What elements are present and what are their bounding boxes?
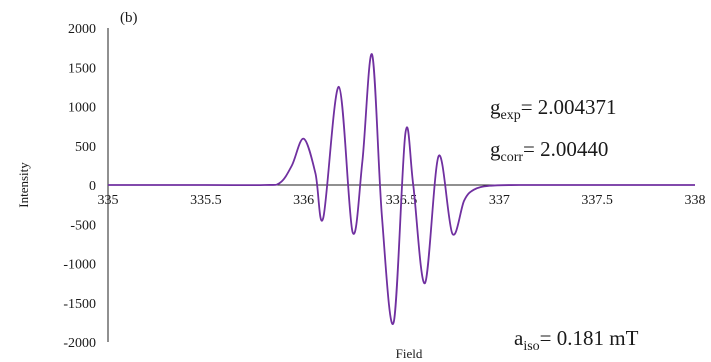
x-tick-label: 336 bbox=[293, 193, 314, 208]
y-tick-label: -500 bbox=[70, 218, 96, 233]
x-axis-ticks: 335 335.5 336 336.5 337 337.5 338 bbox=[98, 193, 706, 208]
a-iso-symbol: a bbox=[514, 326, 524, 350]
x-tick-label: 335.5 bbox=[190, 193, 222, 208]
g-corr-annotation: gcorr= 2.00440 bbox=[490, 137, 608, 165]
g-corr-subscript: corr bbox=[501, 150, 524, 165]
a-iso-annotation: aiso= 0.181 mT bbox=[514, 326, 639, 354]
y-axis-ticks: 2000 1500 1000 500 0 -500 -1000 -1500 -2000 bbox=[63, 22, 96, 351]
g-exp-annotation: gexp= 2.004371 bbox=[490, 95, 617, 123]
a-iso-subscript: iso bbox=[523, 339, 539, 354]
y-axis-title: Intensity bbox=[16, 162, 31, 208]
x-tick-label: 337 bbox=[489, 193, 510, 208]
y-tick-label: 0 bbox=[89, 179, 96, 194]
y-tick-label: 500 bbox=[75, 140, 96, 155]
x-axis-title: Field bbox=[396, 346, 423, 361]
a-iso-value: = 0.181 mT bbox=[540, 326, 639, 350]
g-corr-value: = 2.00440 bbox=[523, 137, 608, 161]
x-tick-label: 337.5 bbox=[581, 193, 613, 208]
g-corr-symbol: g bbox=[490, 137, 501, 161]
y-tick-label: 2000 bbox=[68, 22, 96, 37]
y-tick-label: 1000 bbox=[68, 101, 96, 116]
g-exp-symbol: g bbox=[490, 95, 501, 119]
x-tick-label: 335 bbox=[98, 193, 119, 208]
x-tick-label: 338 bbox=[685, 193, 706, 208]
y-tick-label: 1500 bbox=[68, 61, 96, 76]
spectrum-line bbox=[107, 53, 695, 325]
y-tick-label: -1500 bbox=[63, 297, 96, 312]
g-exp-value: = 2.004371 bbox=[521, 95, 617, 119]
y-tick-label: -2000 bbox=[63, 336, 96, 351]
panel-label: (b) bbox=[120, 10, 138, 26]
y-tick-label: -1000 bbox=[63, 258, 96, 273]
g-exp-subscript: exp bbox=[501, 108, 521, 123]
